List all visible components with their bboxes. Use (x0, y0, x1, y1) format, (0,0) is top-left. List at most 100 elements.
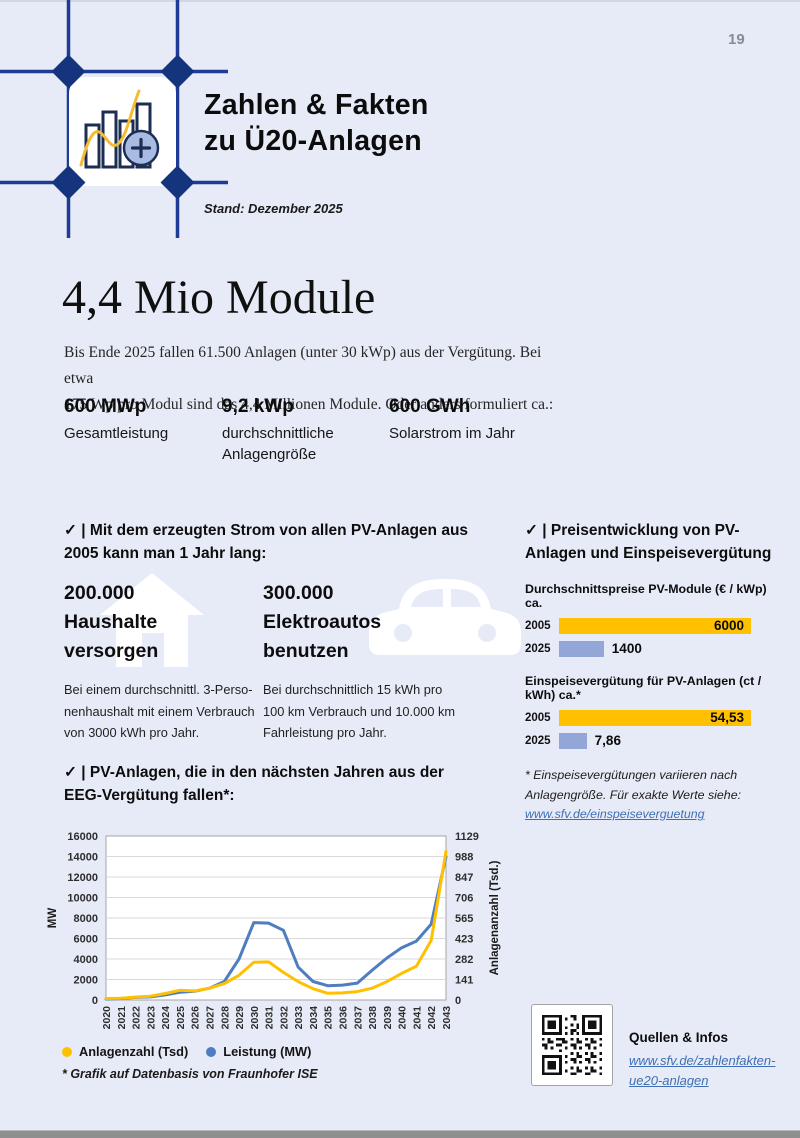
bar-fill: 6000 (559, 617, 751, 634)
logo (69, 77, 176, 186)
stat-value: 9,2 kWp (222, 396, 294, 417)
legend-label: Leistung (MW) (223, 1044, 312, 1059)
bar-fill (559, 640, 604, 657)
zahlenfakten-link[interactable]: www.sfv.de/zahlenfakten- ue20-anlagen (629, 1053, 776, 1088)
chart-footnote: * Grafik auf Datenbasis von Fraunhofer I… (62, 1067, 318, 1081)
svg-text:2024: 2024 (160, 1006, 172, 1030)
headline: 4,4 Mio Module (62, 271, 376, 324)
chart-legend: Anlagenzahl (Tsd) Leistung (MW) (62, 1044, 311, 1059)
legend-item: Leistung (MW) (206, 1044, 311, 1059)
svg-text:6000: 6000 (74, 934, 98, 946)
module-price-chart: 2005 6000 2025 1400 (525, 617, 781, 657)
usage-heading: ✓ | Mit dem erzeugten Strom von allen PV… (64, 522, 469, 562)
legend-label: Anlagenzahl (Tsd) (79, 1044, 189, 1059)
intro-line2: 175 Wp pro Modul sind das 4,4 Millionen … (64, 396, 554, 413)
svg-text:2020: 2020 (101, 1006, 113, 1030)
house-icon (100, 573, 204, 667)
stat-label: Gesamtleistung (64, 425, 169, 442)
bar-value: 6000 (713, 618, 744, 633)
feedin-tariff-chart-title: Einspeisevergütung für PV-Anlagen (ct / … (525, 674, 762, 702)
intro-line1: Bis Ende 2025 fallen 61.500 Anlagen (unt… (64, 344, 542, 387)
bar-row-2025: 2025 1400 (525, 640, 781, 657)
usage-item-description: Bei einem durchschnittl. 3-Perso- nenhau… (64, 682, 255, 740)
stat-solarstrom: 600 GWh Solarstrom im Jahr (389, 396, 549, 444)
page-top-edge (0, 0, 800, 2)
bar-row-2025: 2025 7,86 (525, 732, 781, 749)
svg-text:10000: 10000 (67, 893, 98, 905)
svg-text:Anlagenanzahl (Tsd.): Anlagenanzahl (Tsd.) (489, 860, 501, 975)
bar-track: 6000 (559, 617, 751, 634)
page-title: Zahlen & Fakten zu Ü20-Anlagen (204, 88, 429, 159)
svg-text:2022: 2022 (131, 1006, 143, 1030)
svg-text:2034: 2034 (308, 1006, 320, 1030)
svg-text:565: 565 (455, 913, 473, 925)
svg-text:4000: 4000 (74, 954, 98, 966)
svg-text:2023: 2023 (145, 1006, 157, 1030)
page-bottom-edge (0, 1130, 800, 1138)
svg-text:2032: 2032 (278, 1006, 290, 1030)
stat-gesamtleistung: 600 MWp Gesamtleistung (64, 396, 214, 444)
svg-text:282: 282 (455, 954, 473, 966)
stat-label: durchschnittliche Anlagengröße (222, 425, 334, 463)
svg-text:2042: 2042 (426, 1006, 438, 1030)
page-number: 19 (728, 31, 745, 48)
intro-paragraph: Bis Ende 2025 fallen 61.500 Anlagen (unt… (64, 340, 564, 418)
svg-text:8000: 8000 (74, 913, 98, 925)
svg-text:2039: 2039 (382, 1006, 394, 1030)
bar-row-2005: 2005 6000 (525, 617, 781, 634)
grid-node-diamonds (51, 54, 195, 200)
legend-dot (206, 1046, 217, 1057)
page-title-line2: zu Ü20-Anlagen (204, 124, 422, 157)
usage-item-description: Bei durchschnittlich 15 kWh pro 100 km V… (263, 682, 456, 740)
svg-text:706: 706 (455, 892, 473, 904)
legend-item: Anlagenzahl (Tsd) (62, 1044, 188, 1059)
qr-code (531, 1004, 613, 1086)
usage-item-title: 300.000 Elektroautos benutzen (263, 582, 382, 662)
svg-text:MW: MW (47, 908, 59, 929)
svg-text:2033: 2033 (293, 1006, 305, 1030)
module-price-chart-title: Durchschnittspreise PV-Module (€ / kWp) … (525, 582, 767, 610)
stat-anlagengroesse: 9,2 kWp durchschnittliche Anlagengröße (222, 396, 372, 465)
svg-text:2028: 2028 (219, 1006, 231, 1030)
stat-label: Solarstrom im Jahr (389, 425, 515, 442)
svg-text:2027: 2027 (204, 1006, 216, 1030)
stat-value: 600 GWh (389, 396, 471, 417)
bar-year-label: 2005 (525, 619, 551, 632)
bar-value: 1400 (611, 640, 642, 656)
usage-item-elektroautos: 300.000 Elektroautos benutzen Bei durchs… (263, 579, 521, 744)
price-heading: ✓ | Preisentwicklung von PV- Anlagen und… (525, 522, 772, 562)
bar-fill (559, 732, 587, 749)
car-icon (369, 579, 521, 655)
feedin-tariff-chart: 2005 54,53 2025 7,86 (525, 709, 781, 749)
svg-text:988: 988 (455, 851, 473, 863)
bar-track: 7,86 (559, 732, 751, 749)
sources-section: Quellen & Infos www.sfv.de/zahlenfakten-… (531, 1004, 775, 1091)
bar-fill: 54,53 (559, 709, 751, 726)
eeg-chart-heading: ✓ | PV-Anlagen, die in den nächsten Jahr… (64, 764, 444, 804)
bar-track: 1400 (559, 640, 751, 657)
svg-text:423: 423 (455, 934, 473, 946)
svg-text:847: 847 (455, 872, 473, 884)
price-section: ✓ | Preisentwicklung von PV- Anlagen und… (525, 519, 781, 823)
svg-text:0: 0 (92, 995, 98, 1007)
svg-text:2031: 2031 (264, 1006, 276, 1030)
sources-text: Quellen & Infos www.sfv.de/zahlenfakten-… (629, 1004, 775, 1091)
usage-item-haushalte: 200.000 Haushalte versorgen Bei einem du… (64, 573, 260, 744)
einspeiseverguetung-link[interactable]: www.sfv.de/einspeiseverguetung (525, 807, 705, 821)
sources-title: Quellen & Infos (629, 1030, 729, 1045)
bar-row-2005: 2005 54,53 (525, 709, 781, 726)
svg-text:141: 141 (455, 975, 473, 987)
svg-text:2038: 2038 (367, 1006, 379, 1030)
stat-value: 600 MWp (64, 396, 147, 417)
svg-text:16000: 16000 (67, 831, 98, 843)
svg-text:2030: 2030 (249, 1006, 261, 1030)
svg-text:14000: 14000 (67, 852, 98, 864)
bar-value: 7,86 (594, 732, 621, 748)
svg-text:2021: 2021 (116, 1006, 128, 1030)
svg-text:12000: 12000 (67, 872, 98, 884)
svg-text:2040: 2040 (397, 1006, 409, 1030)
svg-text:2037: 2037 (352, 1006, 364, 1030)
page-title-line1: Zahlen & Fakten (204, 89, 429, 121)
bar-year-label: 2025 (525, 642, 551, 655)
svg-text:2035: 2035 (323, 1006, 335, 1030)
